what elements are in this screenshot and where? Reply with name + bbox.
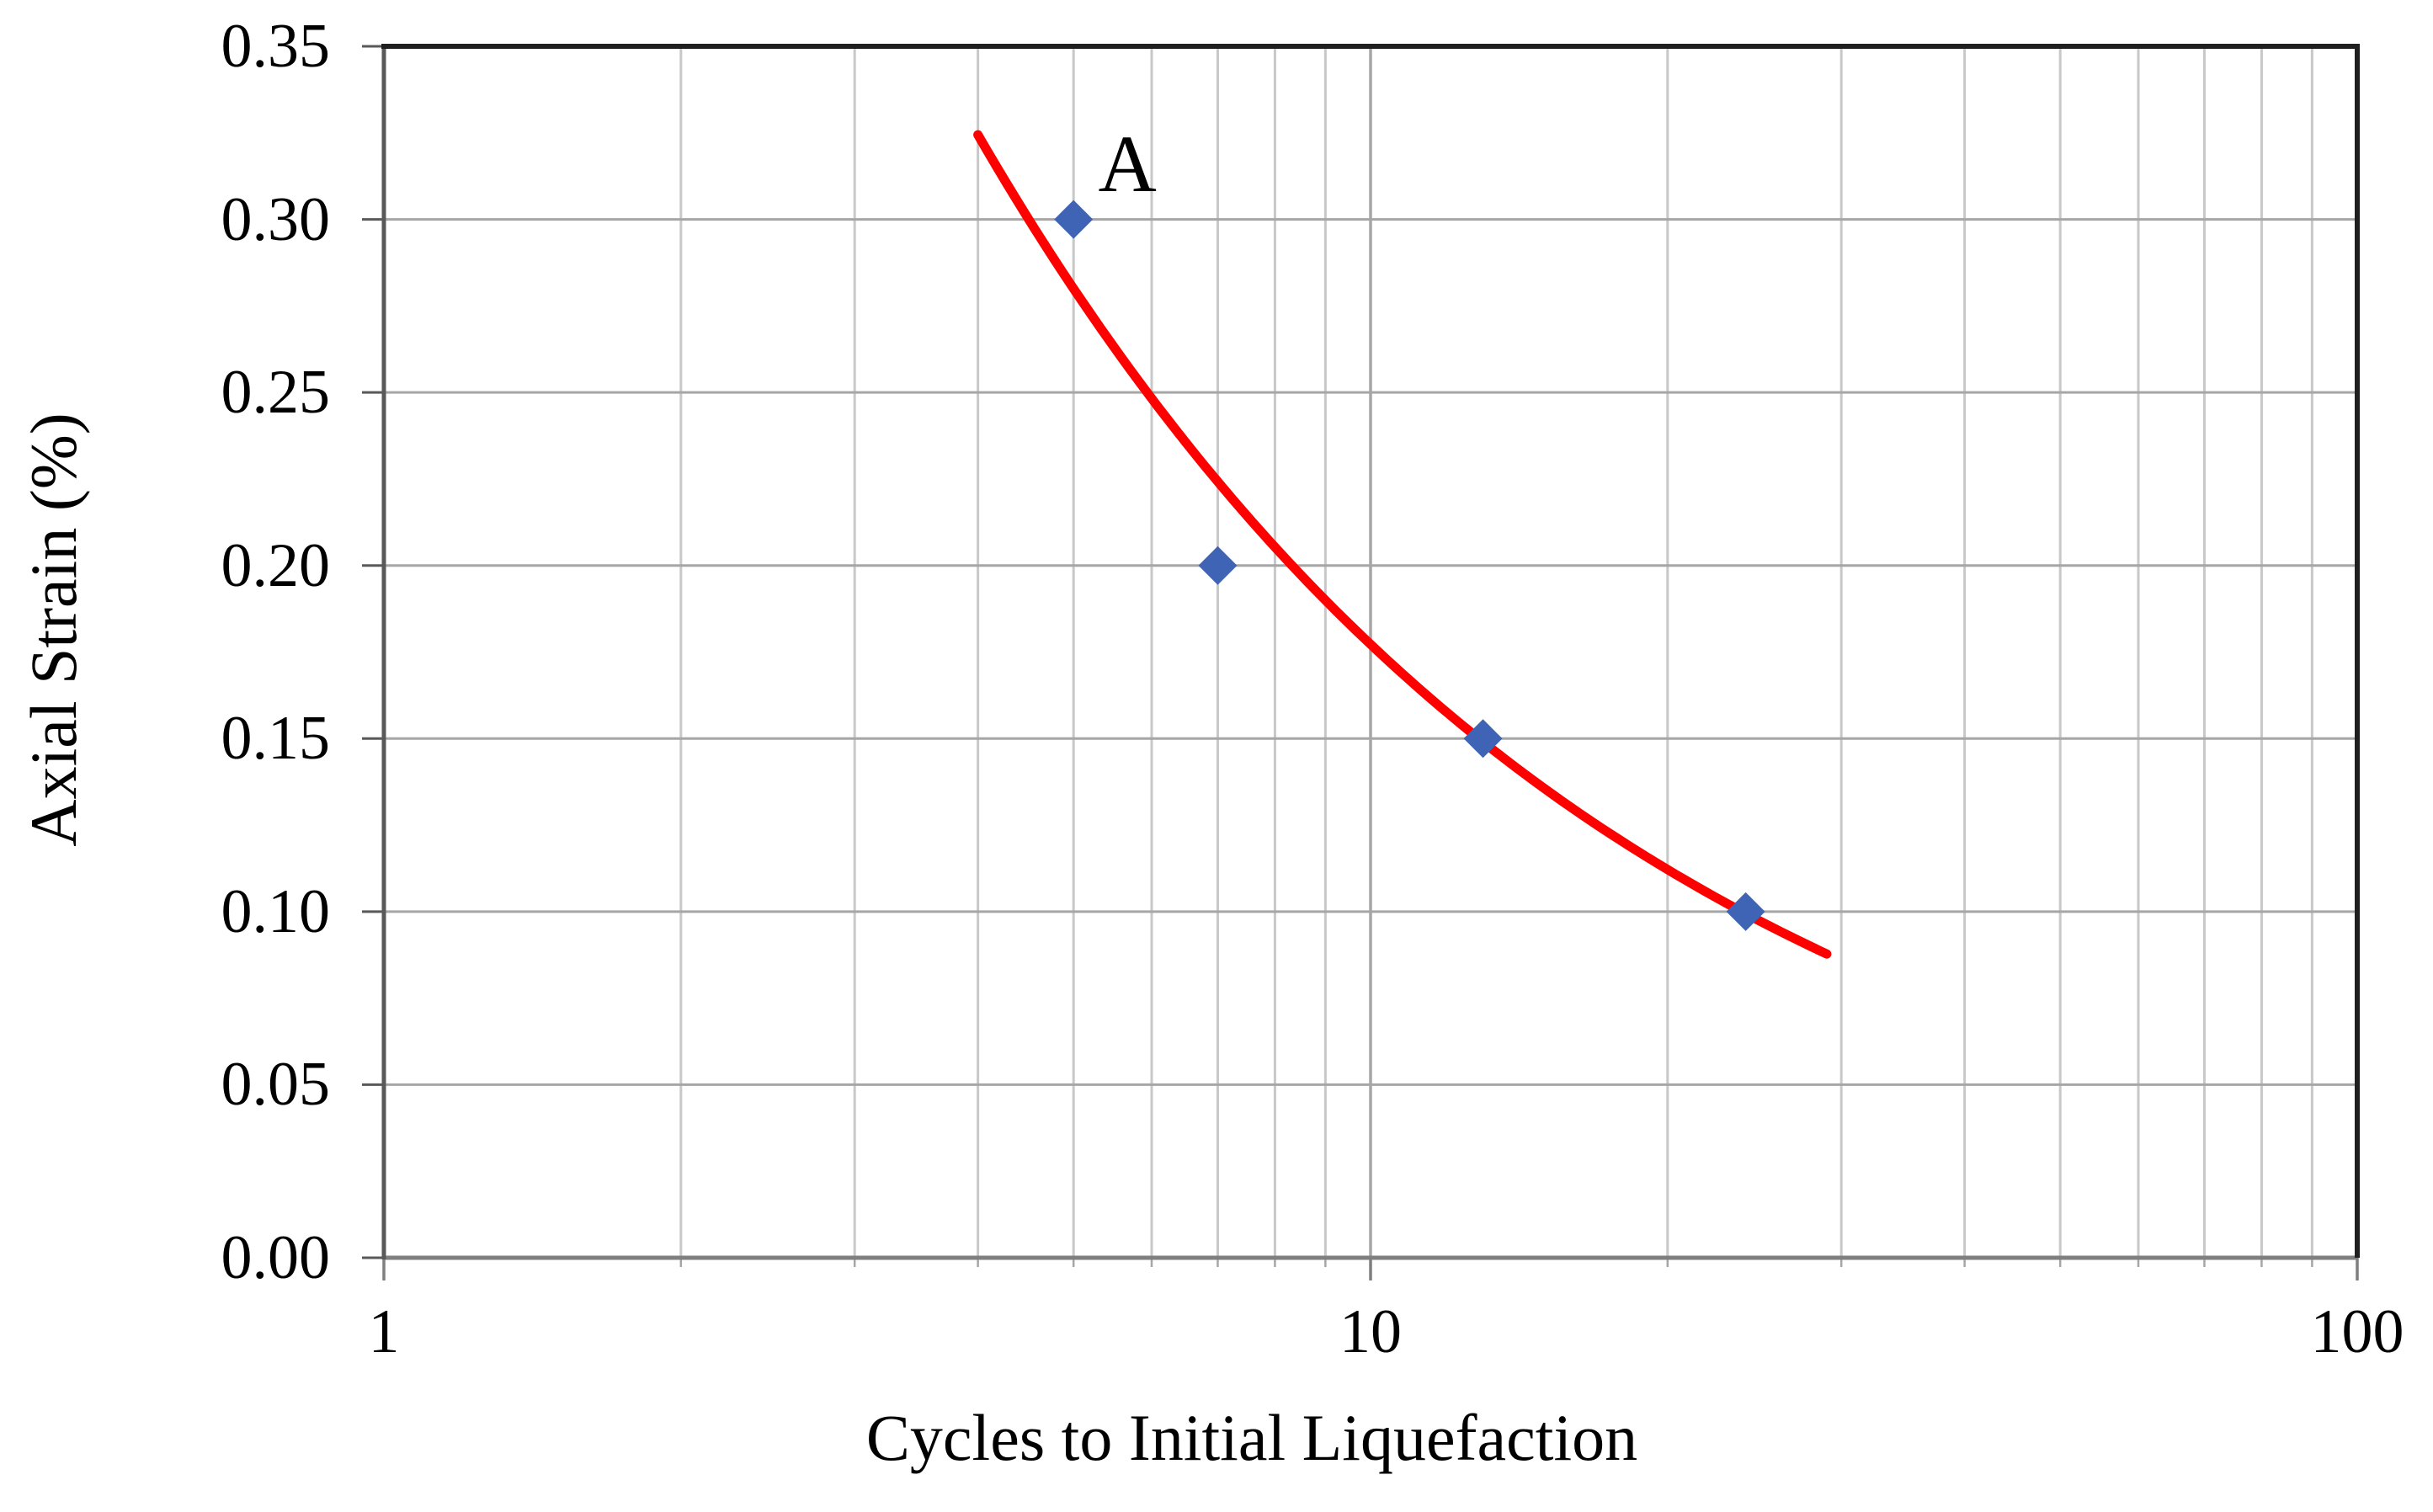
- data-point-marker: [1726, 892, 1765, 931]
- x-axis-title: Cycles to Initial Liquefaction: [865, 1401, 1638, 1474]
- y-tick-label: 0.30: [221, 184, 331, 254]
- trendline-curve: [973, 130, 1832, 959]
- y-tick-label: 0.00: [221, 1223, 331, 1292]
- y-tick-label: 0.10: [221, 876, 331, 946]
- y-tick-label: 0.05: [221, 1050, 331, 1120]
- y-tick-label: 0.25: [221, 358, 331, 428]
- data-point-marker: [1463, 719, 1503, 759]
- data-point-marker: [1054, 200, 1094, 239]
- x-tick-label: 1: [368, 1297, 400, 1366]
- x-tick-label: 100: [2310, 1297, 2404, 1366]
- x-tick-label: 10: [1339, 1297, 1402, 1366]
- y-tick-label: 0.20: [221, 530, 331, 600]
- y-axis-title: Axial Strain (%): [17, 413, 90, 847]
- data-point-marker: [1198, 546, 1238, 585]
- annotation-point-a-label: A: [1098, 118, 1157, 209]
- y-tick-label: 0.15: [221, 704, 331, 774]
- y-tick-label: 0.35: [221, 12, 331, 81]
